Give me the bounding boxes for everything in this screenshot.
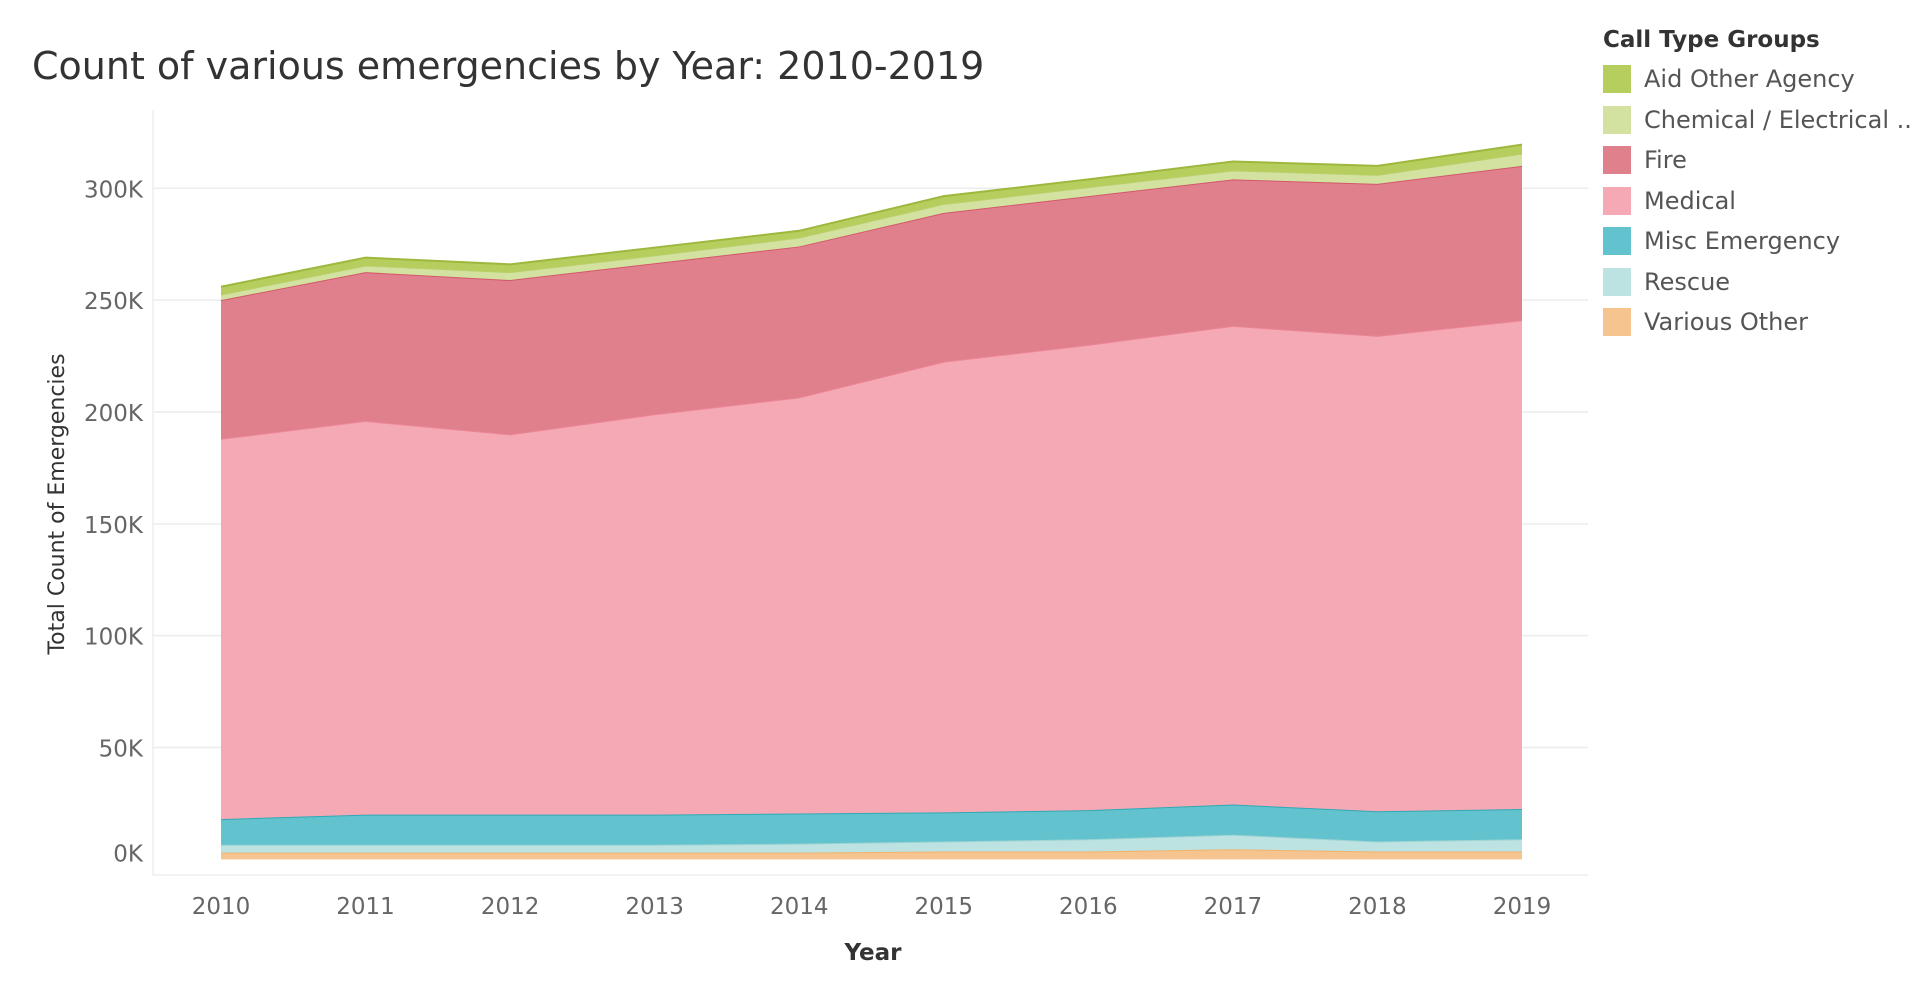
legend-item-medical[interactable]: Medical <box>1603 181 1903 222</box>
y-tick-label: 300K <box>84 177 144 203</box>
chart-title: Count of various emergencies by Year: 20… <box>32 44 984 88</box>
legend-swatch <box>1603 65 1631 94</box>
legend-swatch <box>1603 267 1631 296</box>
legend: Call Type Groups Aid Other Agency Chemica… <box>1603 27 1912 343</box>
legend-label: Medical <box>1644 186 1736 215</box>
legend-item-rescue[interactable]: Rescue <box>1603 262 1903 303</box>
x-tick-label: 2013 <box>625 894 684 920</box>
x-tick-label: 2019 <box>1493 894 1552 920</box>
area-rescue <box>221 834 1522 853</box>
legend-label: Aid Other Agency <box>1644 65 1855 94</box>
y-tick-label: 100K <box>84 625 144 651</box>
legend-label: Various Other <box>1644 308 1808 337</box>
area-series <box>220 143 1523 860</box>
area-fire <box>221 165 1522 439</box>
legend-label: Rescue <box>1644 267 1731 296</box>
area-chemical-electrical <box>221 153 1522 301</box>
x-tick-label: 2012 <box>481 894 540 920</box>
y-tick-label: 250K <box>84 289 144 315</box>
legend-item-chemical-electrical[interactable]: Chemical / Electrical .. <box>1603 100 1912 141</box>
x-tick-label: 2011 <box>336 894 395 920</box>
area-aid-other-agency <box>221 144 1522 295</box>
y-axis-label: Total Count of Emergencies <box>45 353 70 655</box>
x-tick-label: 2017 <box>1204 894 1263 920</box>
legend-swatch <box>1603 186 1631 215</box>
legend-item-aid-other-agency[interactable]: Aid Other Agency <box>1603 59 1903 100</box>
area-medical <box>221 320 1522 820</box>
legend-swatch <box>1603 308 1631 337</box>
y-tick-label: 50K <box>99 737 144 763</box>
legend-swatch <box>1603 146 1631 175</box>
legend-item-fire[interactable]: Fire <box>1603 140 1903 181</box>
y-axis: 0K 50K 100K 150K 200K 250K 300K <box>84 177 144 867</box>
x-tick-label: 2010 <box>192 894 251 920</box>
x-tick-label: 2015 <box>915 894 974 920</box>
legend-swatch <box>1603 227 1631 256</box>
legend-item-misc-emergency[interactable]: Misc Emergency <box>1603 221 1903 262</box>
y-tick-label: 150K <box>84 513 144 539</box>
x-axis-label: Year <box>843 940 902 966</box>
x-tick-label: 2016 <box>1059 894 1118 920</box>
legend-swatch <box>1603 105 1631 134</box>
legend-items: Aid Other Agency Chemical / Electrical ..… <box>1603 59 1912 343</box>
y-tick-label: 200K <box>84 401 144 427</box>
area-various-other <box>221 849 1522 860</box>
legend-title: Call Type Groups <box>1603 27 1820 53</box>
x-tick-label: 2018 <box>1348 894 1407 920</box>
legend-label: Fire <box>1644 146 1687 175</box>
area-edge-aid-other-agency <box>220 143 1523 288</box>
legend-label: Chemical / Electrical .. <box>1644 105 1912 134</box>
x-axis: 2010 2011 2012 2013 2014 2015 2016 2017 2018 2019 <box>192 894 1552 920</box>
y-tick-label: 0K <box>113 841 144 867</box>
x-tick-label: 2014 <box>770 894 829 920</box>
legend-label: Misc Emergency <box>1644 227 1841 256</box>
legend-item-various-other[interactable]: Various Other <box>1603 302 1903 343</box>
